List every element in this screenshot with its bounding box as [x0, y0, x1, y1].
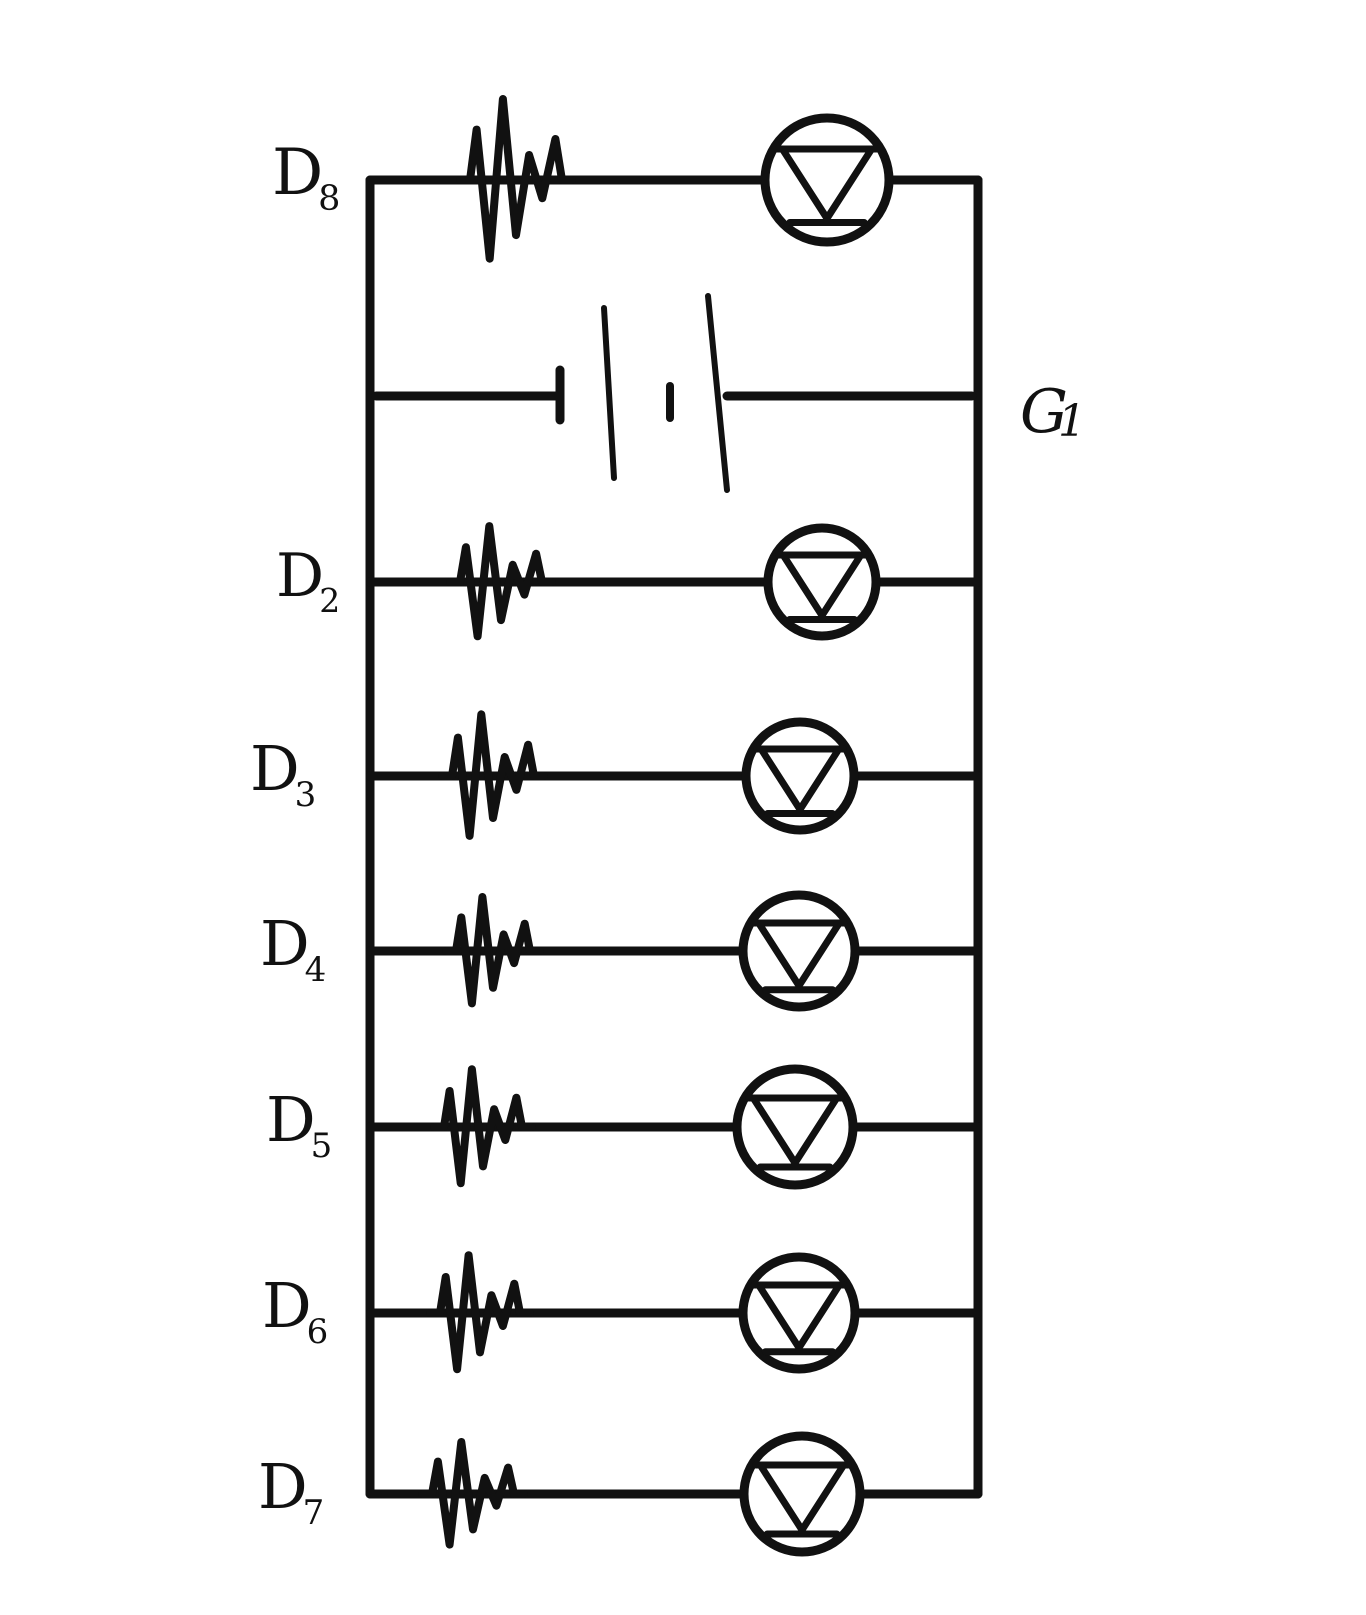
branch-label-sub: 7 [303, 1493, 325, 1533]
resistor-symbol [418, 1438, 528, 1549]
source-label-sub: 1 [1058, 396, 1086, 447]
branch-D8: D 8 [272, 95, 983, 263]
branch-label-letter: D [250, 732, 300, 805]
branch-label-sub: 2 [319, 581, 340, 620]
branch-label-sub: 6 [307, 1312, 329, 1352]
branch-label-sub: 3 [295, 775, 317, 815]
branch-D2: D 2 [276, 522, 983, 641]
resistor-symbol [438, 710, 548, 840]
resistor-symbol [456, 95, 576, 263]
source-label-letter: G [1020, 377, 1068, 447]
branch-label-letter: D [276, 541, 324, 611]
branch-label-letter: D [272, 136, 323, 210]
branch-D5: D 5 [266, 1064, 983, 1190]
resistor-symbol [426, 1251, 534, 1374]
battery-plate-2 [601, 305, 617, 481]
resistor-symbol [430, 1065, 536, 1188]
source-label: G 1 [1020, 377, 1086, 447]
branch-label-sub: 5 [311, 1126, 333, 1166]
branch-label-sub: 4 [305, 950, 327, 990]
branch-label-sub: 8 [318, 179, 340, 219]
branch-D3: D 3 [250, 710, 983, 840]
resistor-symbol [446, 522, 556, 641]
resistor-symbol [442, 893, 544, 1008]
branch-label-letter: D [260, 907, 310, 980]
branch-D7: D 7 [258, 1431, 983, 1557]
battery-plate-4 [705, 293, 730, 493]
battery-branch [371, 293, 977, 493]
branch-label-letter: D [258, 1450, 308, 1523]
branch-D6: D 6 [262, 1251, 983, 1374]
branch-D4: D 4 [260, 890, 983, 1012]
branch-label-letter: D [262, 1269, 312, 1342]
branch-label-letter: D [266, 1083, 316, 1156]
